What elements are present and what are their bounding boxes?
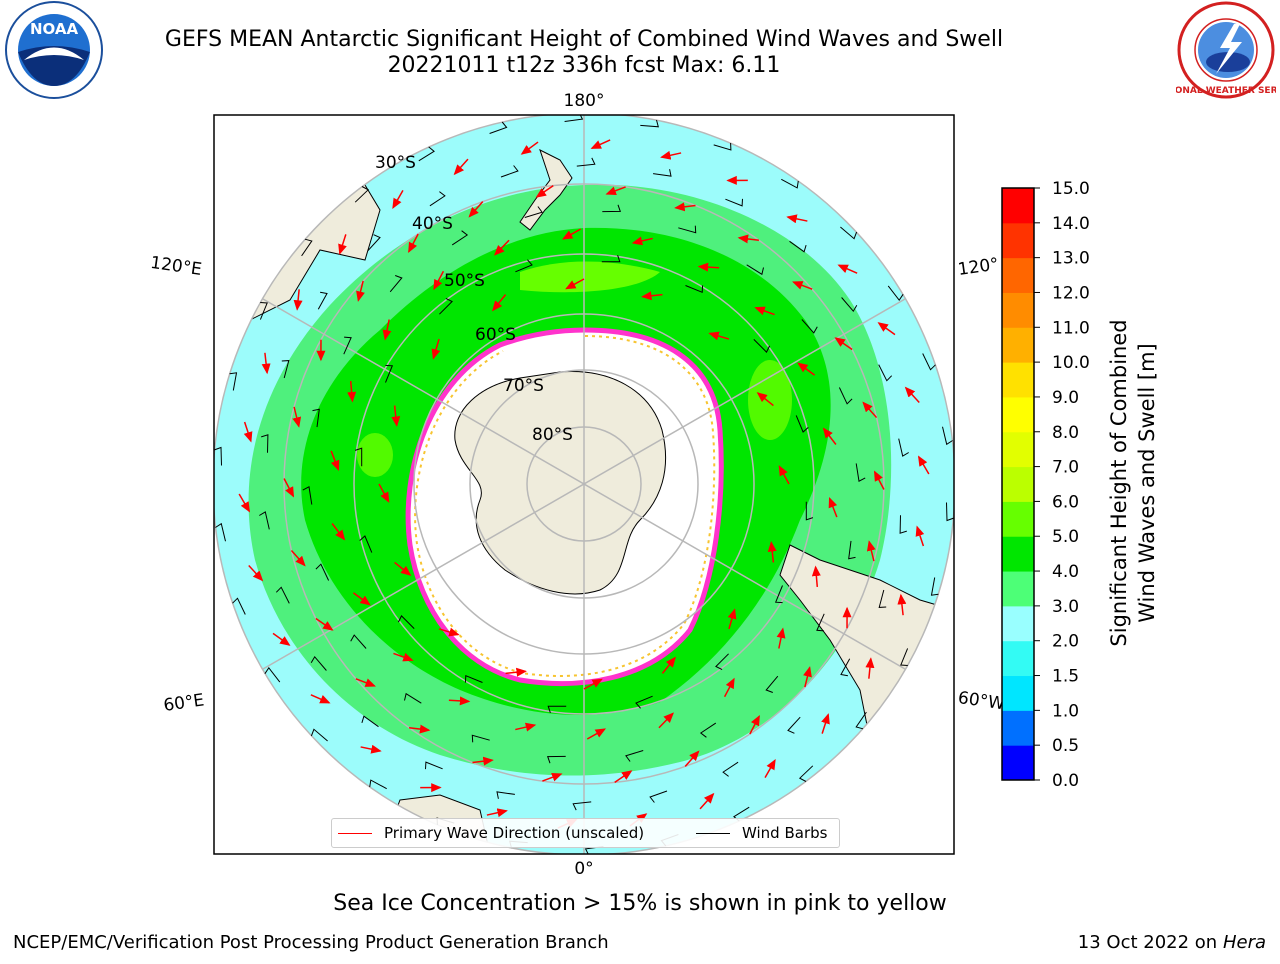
colorbar-tick-label: 13.0 [1052, 249, 1090, 269]
colorbar-segment [1002, 641, 1034, 676]
colorbar-segment [1002, 258, 1034, 293]
colorbar-segment [1002, 676, 1034, 711]
colorbar-tick-label: 11.0 [1052, 318, 1090, 338]
colorbar-segment [1002, 467, 1034, 502]
lon-label-60e: 60°E [162, 690, 205, 715]
lat-label-50s: 50°S [444, 271, 485, 291]
lat-label-80s: 80°S [532, 425, 573, 445]
lon-label-0: 0° [574, 859, 593, 879]
lat-label-70s: 70°S [503, 376, 544, 396]
legend-label-wave-direction: Primary Wave Direction (unscaled) [384, 824, 644, 842]
colorbar-tick-label: 12.0 [1052, 283, 1090, 303]
legend-item-wind-barbs: Wind Barbs [696, 824, 827, 842]
colorbar-tick-label: 4.0 [1052, 562, 1079, 582]
footer-date: 13 Oct 2022 on Hera [1078, 932, 1266, 953]
legend-item-wave-direction: Primary Wave Direction (unscaled) [338, 824, 644, 842]
colorbar-segment [1002, 292, 1034, 327]
colorbar-segment [1002, 710, 1034, 745]
colorbar-label-line2: Wind Waves and Swell [m] [1135, 343, 1159, 623]
lon-label-120e: 120°E [149, 253, 203, 280]
colorbar-tick-label: 6.0 [1052, 492, 1079, 512]
colorbar-tick-label: 14.0 [1052, 214, 1090, 234]
colorbar-label-line1: Significant Height of Combined [1107, 319, 1131, 646]
colorbar-segment [1002, 501, 1034, 536]
colorbar-segment [1002, 397, 1034, 432]
wave-height-colorbar: 0.0 0.5 1.0 1.5 2.0 3.0 4.0 5.0 6.0 7.0 8.0 9.0 10.0… [1000, 176, 1100, 816]
colorbar-tick-label: 2.0 [1052, 632, 1079, 652]
colorbar-segment [1002, 536, 1034, 571]
colorbar-segment [1002, 362, 1034, 397]
sea-ice-note: Sea Ice Concentration > 15% is shown in … [0, 891, 1280, 916]
lat-label-60s: 60°S [475, 325, 516, 345]
colorbar-segment [1002, 188, 1034, 223]
colorbar-tick-label: 1.5 [1052, 667, 1079, 687]
footer-organization: NCEP/EMC/Verification Post Processing Pr… [13, 932, 609, 953]
colorbar-segment [1002, 745, 1034, 780]
colorbar-segment [1002, 223, 1034, 258]
map-legend: Primary Wave Direction (unscaled) Wind B… [331, 818, 840, 848]
colorbar-tick-label: 15.0 [1052, 179, 1090, 199]
colorbar-tick-label: 1.0 [1052, 701, 1079, 721]
lat-label-30s: 30°S [375, 153, 416, 173]
colorbar-segment [1002, 327, 1034, 362]
colorbar-segment [1002, 432, 1034, 467]
map-canvas [213, 113, 955, 855]
colorbar-tick-label: 8.0 [1052, 423, 1079, 443]
colorbar-tick-label: 0.5 [1052, 736, 1079, 756]
colorbar-tick-label: 10.0 [1052, 353, 1090, 373]
colorbar-tick-label: 9.0 [1052, 388, 1079, 408]
lon-label-120w: 120° [957, 254, 1000, 280]
lon-label-180: 180° [564, 91, 605, 111]
footer-host: Hera [1223, 932, 1266, 953]
colorbar-tick-label: 0.0 [1052, 771, 1079, 791]
legend-label-wind-barbs: Wind Barbs [742, 824, 827, 842]
colorbar-segment [1002, 606, 1034, 641]
lat-label-40s: 40°S [412, 214, 453, 234]
colorbar-label: Significant Height of Combined Wind Wave… [1104, 186, 1160, 780]
colorbar-tick-label: 3.0 [1052, 597, 1079, 617]
colorbar-tick-label: 7.0 [1052, 458, 1079, 478]
footer-date-text: 13 Oct 2022 on [1078, 932, 1223, 953]
colorbar-tick-label: 5.0 [1052, 527, 1079, 547]
colorbar-segment [1002, 571, 1034, 606]
lon-label-60w: 60°W [957, 688, 1006, 714]
